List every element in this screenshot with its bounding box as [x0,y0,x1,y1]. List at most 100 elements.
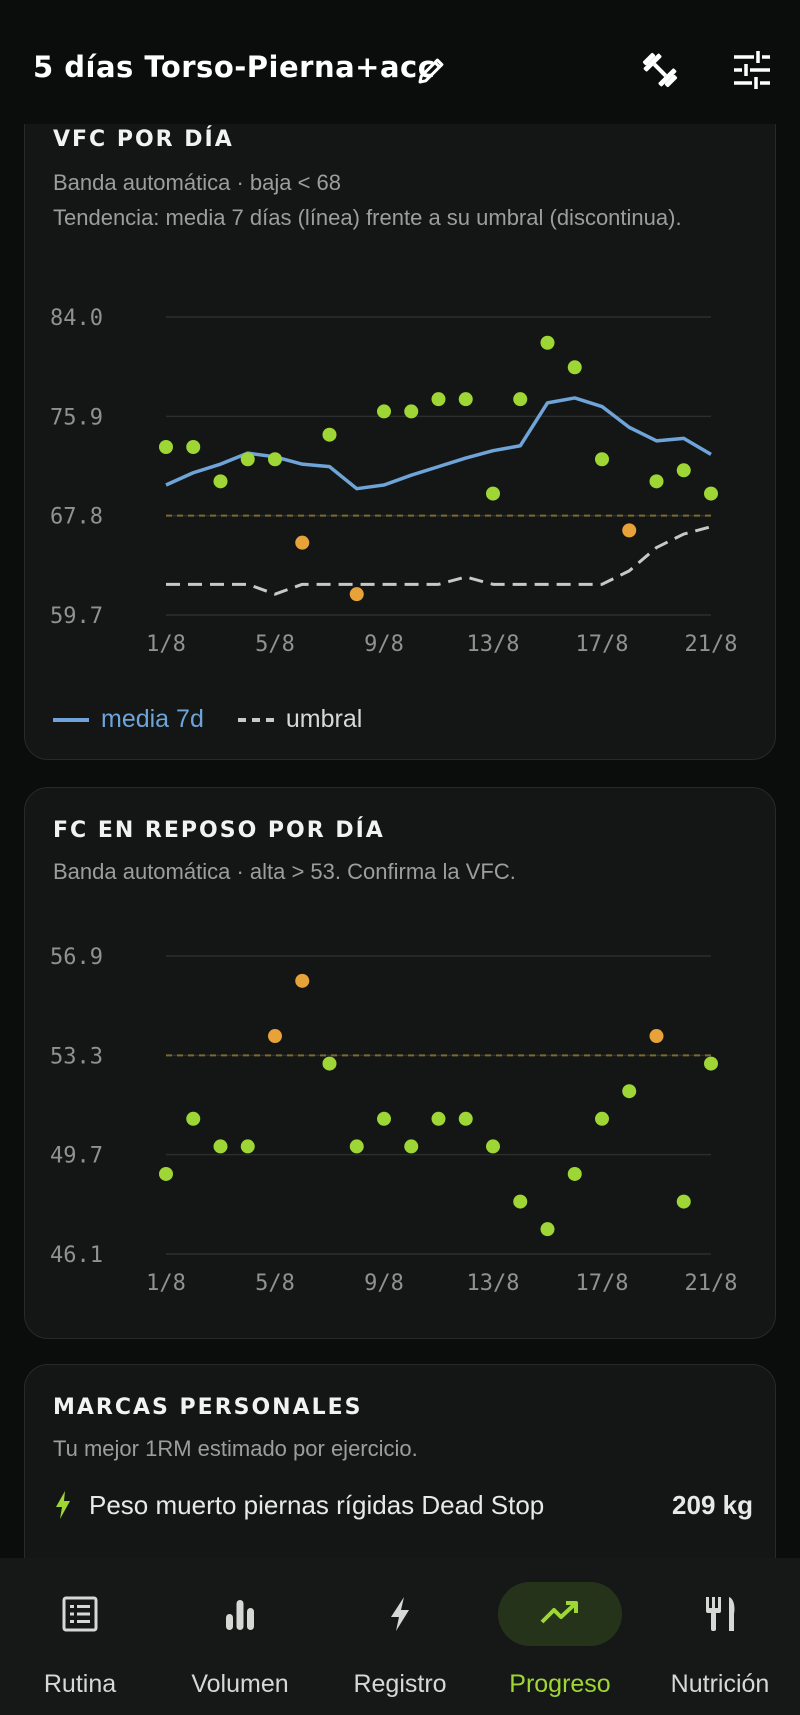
pr-card-subtitle: Tu mejor 1RM estimado por ejercicio. [53,1436,418,1461]
dumbbell-icon[interactable] [636,46,684,94]
fork-knife-icon [706,1597,735,1631]
nav-item-volumen[interactable]: Volumen [160,1558,320,1715]
data-point [322,1056,337,1071]
data-point [649,474,664,489]
data-point [595,452,609,467]
hrv-chart: 84.0 75.9 67.8 59.7 1/8 5/8 9/8 13/8 17/8 21/8 [50,306,738,657]
y-tick-label: 46.1 [50,1243,103,1268]
bolt-icon [391,1597,409,1631]
data-point [649,1029,664,1044]
edit-pencil-icon[interactable] [414,52,450,88]
data-point [268,1029,282,1044]
data-point [186,439,201,454]
data-point [159,439,173,454]
data-point [458,1111,473,1126]
x-tick-label: 9/8 [364,1271,404,1296]
legend-line-swatch [53,717,89,722]
nav-label: Registro [353,1670,447,1698]
pr-row[interactable]: Peso muerto piernas rígidas Dead Stop 20… [53,1485,753,1525]
x-tick-label: 21/8 [685,632,738,657]
data-point [159,1166,173,1181]
mean-7d-line [165,396,712,491]
data-point [349,1139,364,1154]
x-tick-label: 9/8 [364,632,404,657]
x-tick-label: 17/8 [576,1271,629,1296]
nav-label: Rutina [43,1670,117,1698]
data-point [704,1056,718,1071]
threshold-dashed-line [166,525,712,596]
nav-label: Progreso [509,1670,611,1698]
pr-exercise-value: 209 kg [672,1489,753,1520]
data-point [213,1139,228,1154]
progress-content[interactable]: VFC POR DÍA Banda automática · baja < 68… [0,124,800,1558]
data-point [377,404,391,419]
legend-dash-swatch [237,717,274,722]
legend-dash-label: umbral [285,705,363,733]
hrv-legend: media 7d umbral [53,705,362,734]
nav-item-rutina[interactable]: Rutina [0,1558,160,1715]
nav-item-progreso[interactable]: Progreso [480,1558,640,1715]
y-tick-label: 59.7 [50,604,103,629]
personal-records-card: MARCAS PERSONALES Tu mejor 1RM estimado … [24,1364,776,1558]
data-point [322,427,337,442]
data-point [676,1194,691,1209]
data-point [540,335,555,350]
x-tick-label: 17/8 [576,632,629,657]
tune-settings-icon[interactable] [730,48,774,92]
rhr-card: FC EN REPOSO POR DÍA Banda automática · … [24,787,776,1339]
legend-line-label: media 7d [101,705,204,733]
data-point [295,973,310,988]
rhr-card-title: FC EN REPOSO POR DÍA [53,818,385,843]
data-point [704,486,718,501]
data-point [349,587,364,602]
rhr-chart: 56.9 53.3 49.7 46.1 1/8 5/8 9/8 13/8 17/8 21/8 [50,945,738,1296]
data-point [377,1111,391,1126]
data-point [513,392,528,407]
nav-icon-container [18,1582,142,1646]
trending-up-icon [540,1601,578,1624]
data-point [404,404,419,419]
y-tick-label: 53.3 [50,1044,103,1069]
data-point [240,452,255,467]
nav-label: Volumen [191,1670,289,1698]
top-app-bar: 5 días Torso-Pierna+acc [0,0,800,124]
hrv-card-subtitle-trend: Tendencia: media 7 días (línea) frente a… [53,205,682,230]
data-point [513,1194,528,1209]
y-tick-label: 75.9 [50,405,103,430]
nav-icon-container [498,1582,622,1646]
routine-title: 5 días Torso-Pierna+acc [33,50,436,84]
y-tick-label: 56.9 [50,945,103,970]
data-point [595,1111,609,1126]
data-point [431,392,446,407]
x-tick-label: 5/8 [255,1271,295,1296]
data-point [458,392,473,407]
bar-chart-icon [226,1600,254,1630]
hrv-card-subtitle: Banda automática · baja < 68 [53,170,342,195]
data-point [676,463,691,478]
bolt-icon [56,1491,70,1519]
list-icon [62,1596,98,1632]
x-tick-label: 13/8 [467,1271,520,1296]
data-point [486,1139,500,1154]
y-tick-label: 84.0 [50,306,103,331]
data-point [567,1166,582,1181]
x-tick-label: 21/8 [685,1271,738,1296]
nav-icon-container [178,1582,302,1646]
data-point [622,523,637,538]
data-point [431,1111,446,1126]
pr-card-title: MARCAS PERSONALES [53,1395,363,1420]
data-point [404,1139,419,1154]
data-point [540,1222,555,1237]
data-point [186,1111,201,1126]
nav-item-registro[interactable]: Registro [320,1558,480,1715]
x-tick-label: 1/8 [146,632,186,657]
nav-item-nutricion[interactable]: Nutrición [640,1558,800,1715]
pr-exercise-name: Peso muerto piernas rígidas Dead Stop [89,1489,545,1520]
data-point [268,452,282,467]
y-tick-label: 67.8 [50,505,103,530]
data-point [240,1139,255,1154]
data-point [567,360,582,375]
y-tick-label: 49.7 [50,1144,103,1169]
nav-icon-container [658,1582,782,1646]
hrv-card-title: VFC POR DÍA [53,127,234,152]
